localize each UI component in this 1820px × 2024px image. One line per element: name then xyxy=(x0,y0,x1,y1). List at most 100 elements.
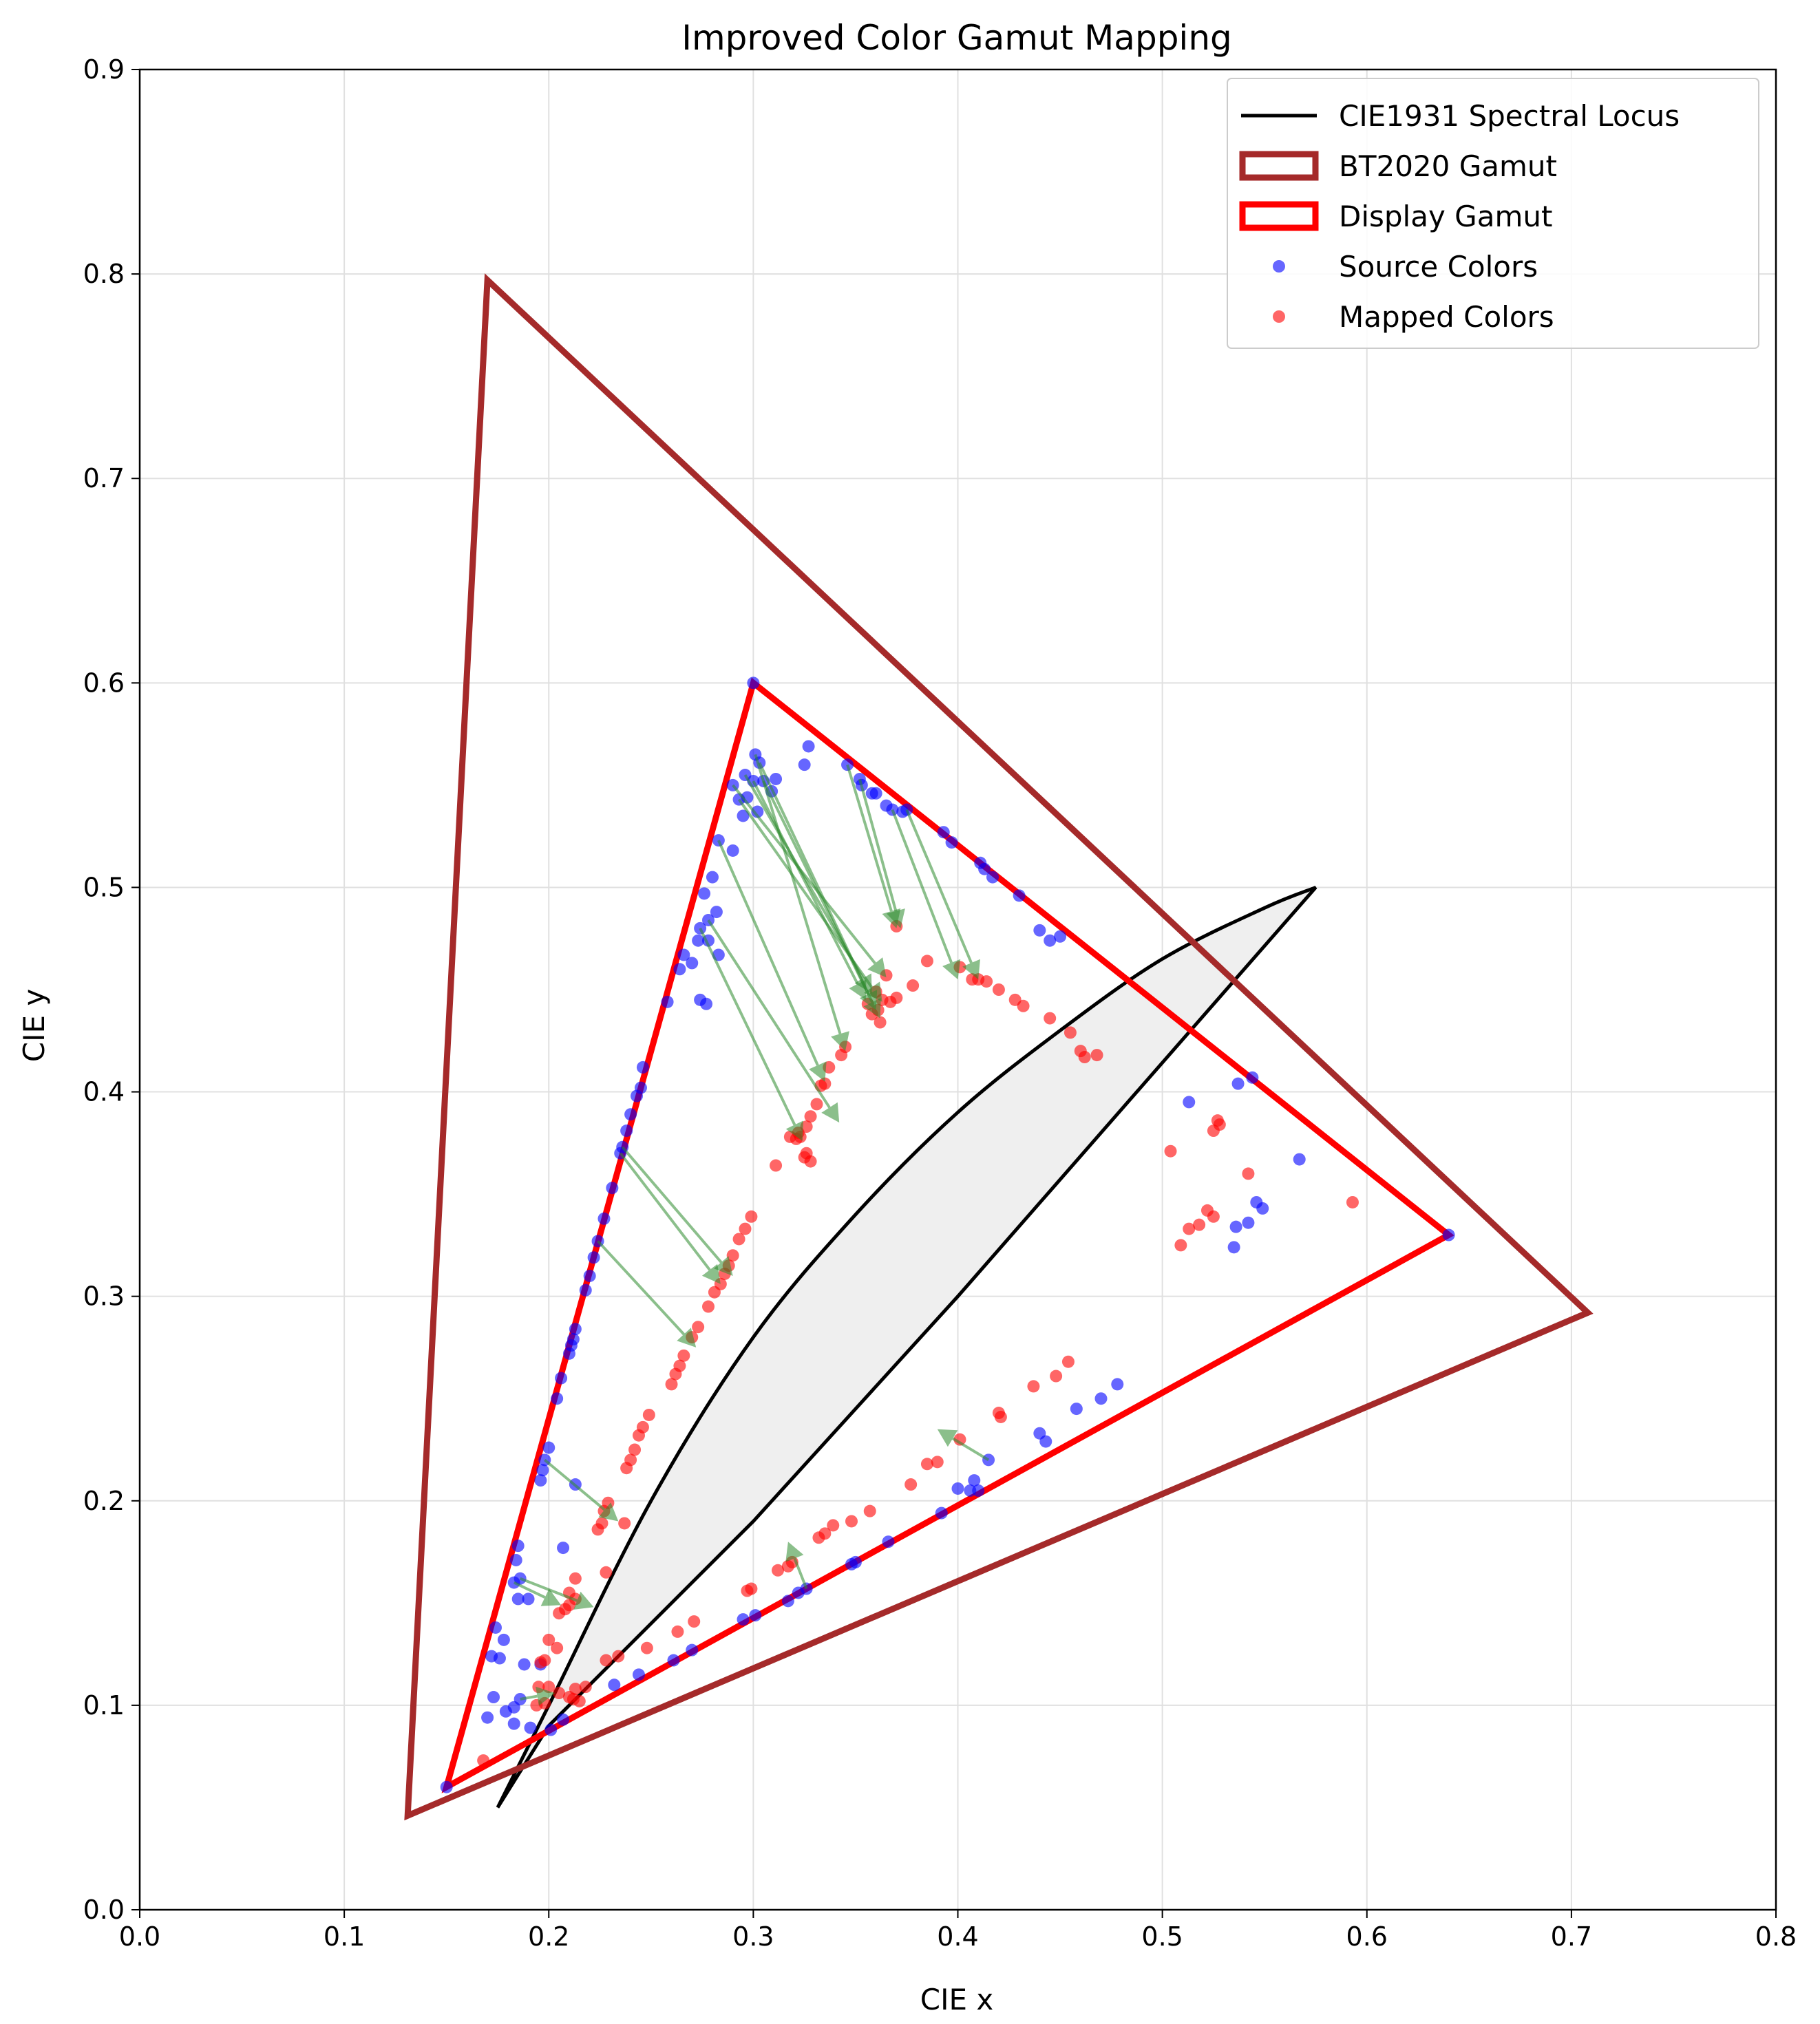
source-color-point xyxy=(945,836,958,849)
source-color-point xyxy=(632,1668,645,1681)
y-axis-ticks: 0.0 0.1 0.2 0.3 0.4 0.5 0.6 0.7 0.8 0.9 xyxy=(83,54,140,1925)
source-color-point xyxy=(737,1613,750,1626)
source-color-point xyxy=(579,1283,592,1297)
mapped-color-point xyxy=(553,1687,566,1700)
source-color-point xyxy=(978,862,991,875)
source-color-point xyxy=(597,1212,611,1225)
source-color-point xyxy=(485,1650,498,1663)
y-tick-label: 0.8 xyxy=(83,259,125,289)
mapping-arrow xyxy=(597,1240,697,1347)
mapping-arrow xyxy=(937,1429,990,1462)
source-color-point xyxy=(710,906,723,919)
source-color-point xyxy=(1054,930,1067,943)
source-color-point xyxy=(544,1723,558,1736)
mapping-arrow-head xyxy=(942,959,961,980)
mapped-color-point xyxy=(1050,1370,1063,1383)
mapped-color-point xyxy=(953,1433,966,1446)
source-color-point xyxy=(677,948,690,961)
mapping-arrow-head xyxy=(863,998,881,1019)
source-color-point xyxy=(737,809,750,822)
source-color-point xyxy=(518,1658,531,1671)
mapping-arrow-shaft xyxy=(793,1557,808,1590)
source-color-point xyxy=(557,1542,570,1555)
mapped-color-point xyxy=(573,1694,586,1707)
source-color-point xyxy=(497,1633,510,1646)
mapped-color-point xyxy=(863,1504,876,1517)
mapped-color-point xyxy=(907,979,920,992)
mapped-color-point xyxy=(920,1458,933,1471)
mapped-color-point xyxy=(920,955,933,968)
x-axis-label: CIE x xyxy=(920,1983,993,2016)
source-color-point xyxy=(534,1474,547,1487)
x-tick-label: 0.3 xyxy=(732,1921,774,1952)
source-color-point xyxy=(1256,1202,1269,1215)
mapped-color-point xyxy=(534,1656,547,1669)
mapped-color-point xyxy=(1242,1167,1255,1180)
mapped-color-point xyxy=(640,1641,653,1654)
source-color-point xyxy=(1246,1071,1259,1084)
mapped-color-point xyxy=(591,1523,604,1536)
source-color-point xyxy=(1013,889,1026,902)
source-color-point xyxy=(1033,924,1046,937)
x-tick-label: 0.0 xyxy=(119,1921,160,1952)
mapped-color-point xyxy=(553,1607,566,1620)
mapped-color-point xyxy=(708,1286,721,1299)
source-color-point xyxy=(509,1553,522,1566)
source-color-point xyxy=(706,871,719,884)
mapped-color-point xyxy=(980,975,993,988)
mapping-arrow xyxy=(519,1577,594,1610)
y-axis-label: CIE y xyxy=(17,989,51,1062)
mapped-color-point xyxy=(1017,999,1030,1012)
mapping-arrow xyxy=(891,809,961,980)
source-color-point xyxy=(673,963,686,976)
mapped-color-point xyxy=(994,1410,1007,1423)
source-color-point xyxy=(507,1717,520,1730)
mapping-arrow-shaft xyxy=(858,778,898,912)
legend-label: Mapped Colors xyxy=(1339,300,1554,334)
source-color-point xyxy=(522,1592,535,1606)
source-color-point xyxy=(686,1643,699,1657)
source-color-point xyxy=(620,1125,633,1138)
source-color-point xyxy=(524,1721,537,1734)
mapped-color-point xyxy=(845,1515,858,1528)
source-color-point xyxy=(692,934,705,947)
source-color-point xyxy=(551,1392,564,1405)
mapped-color-point xyxy=(810,1098,823,1111)
source-color-point xyxy=(937,826,950,839)
mapped-color-point xyxy=(1090,1049,1103,1062)
mapping-arrow-shaft xyxy=(707,919,831,1109)
mapping-arrow xyxy=(621,1146,733,1276)
source-color-point xyxy=(798,758,811,771)
mapped-color-point xyxy=(1027,1380,1040,1393)
source-color-point xyxy=(661,995,674,1008)
mapping-arrow-head xyxy=(714,1256,733,1276)
mapped-color-point xyxy=(618,1517,631,1530)
source-color-point xyxy=(583,1269,596,1282)
source-color-point xyxy=(951,1482,964,1495)
mapping-arrow-head xyxy=(854,973,872,994)
legend-swatch-dot xyxy=(1273,260,1285,273)
source-color-point xyxy=(511,1592,525,1606)
mapping-arrow xyxy=(858,778,905,928)
mapping-arrow-shaft xyxy=(752,780,859,985)
mapping-arrow-shaft xyxy=(520,1694,538,1701)
mapping-arrow-shaft xyxy=(717,840,819,1066)
mapping-arrow-head xyxy=(937,1429,958,1447)
mapping-arrow xyxy=(905,809,980,980)
mapped-color-point xyxy=(688,1615,701,1628)
source-color-point xyxy=(698,887,711,900)
mapped-color-point xyxy=(542,1633,555,1646)
mapped-color-point xyxy=(702,1300,715,1313)
y-tick-label: 0.1 xyxy=(83,1690,125,1721)
mapped-color-point xyxy=(642,1408,655,1421)
mapped-color-point xyxy=(692,1321,705,1334)
mapped-color-point xyxy=(1044,1012,1057,1025)
x-tick-label: 0.4 xyxy=(937,1921,978,1952)
mapped-color-point xyxy=(1207,1210,1220,1223)
mapped-color-point xyxy=(1164,1144,1177,1158)
mapping-arrow-head xyxy=(785,1542,804,1562)
mapped-color-point xyxy=(804,1110,817,1123)
mapping-arrow-shaft xyxy=(743,774,865,979)
mapped-color-point xyxy=(632,1429,645,1442)
legend: CIE1931 Spectral Locus BT2020 Gamut Displa… xyxy=(1227,78,1759,349)
